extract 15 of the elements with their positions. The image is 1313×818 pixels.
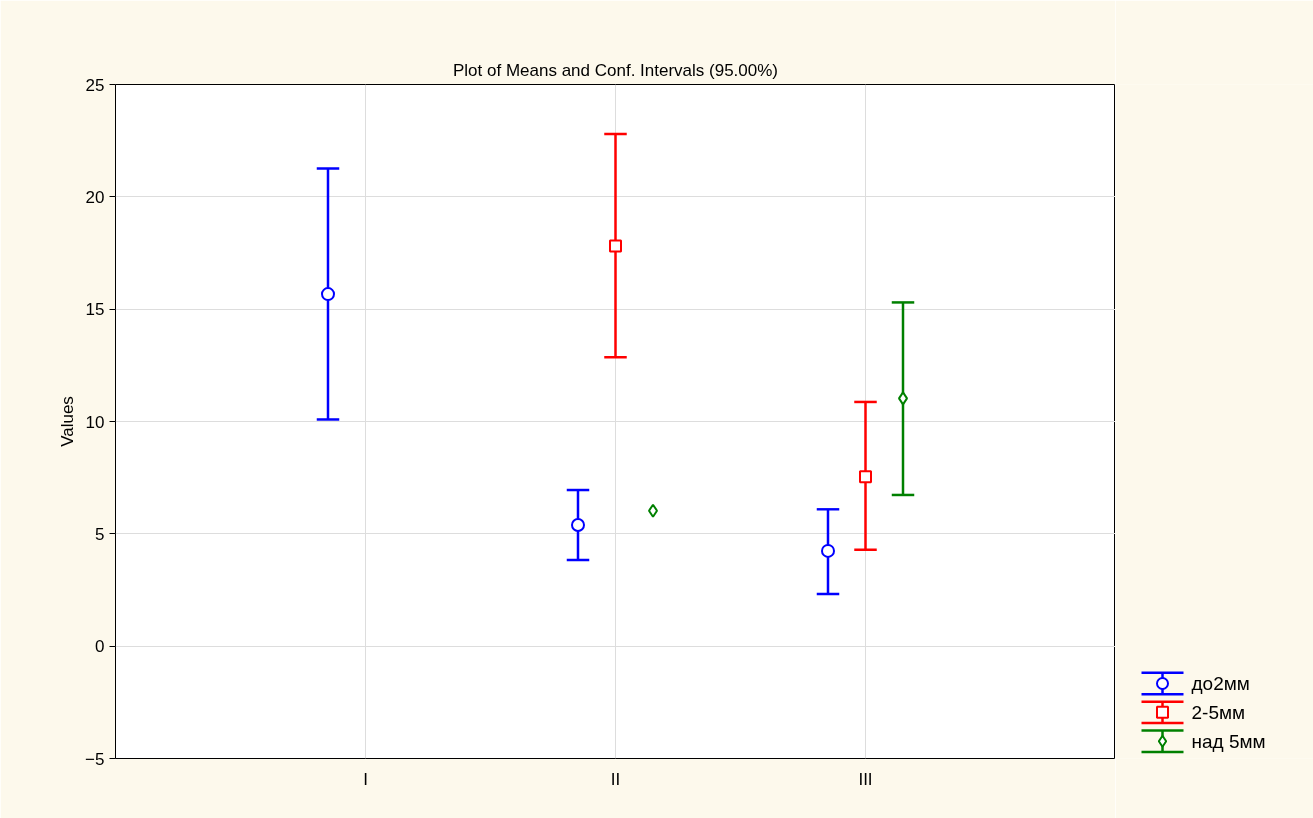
y-tick-label: 10 (85, 412, 105, 432)
legend-label: над 5мм (1191, 730, 1266, 752)
y-axis-title: Values (58, 396, 78, 447)
y-tick-label: 5 (95, 524, 105, 544)
y-tick-label: −5 (85, 749, 105, 769)
y-tick-label: 15 (85, 300, 105, 320)
x-tick-label: II (610, 769, 621, 789)
y-tick-label: 25 (85, 75, 105, 95)
y-tick-label: 0 (95, 637, 105, 657)
x-tick-label: III (858, 769, 873, 789)
chart-title: Plot of Means and Conf. Intervals (95.00%) (452, 60, 779, 80)
y-tick-label: 20 (85, 187, 105, 207)
legend-label: до2мм (1191, 673, 1250, 695)
x-tick-label: I (363, 769, 368, 789)
legend-label: 2-5мм (1191, 701, 1246, 723)
